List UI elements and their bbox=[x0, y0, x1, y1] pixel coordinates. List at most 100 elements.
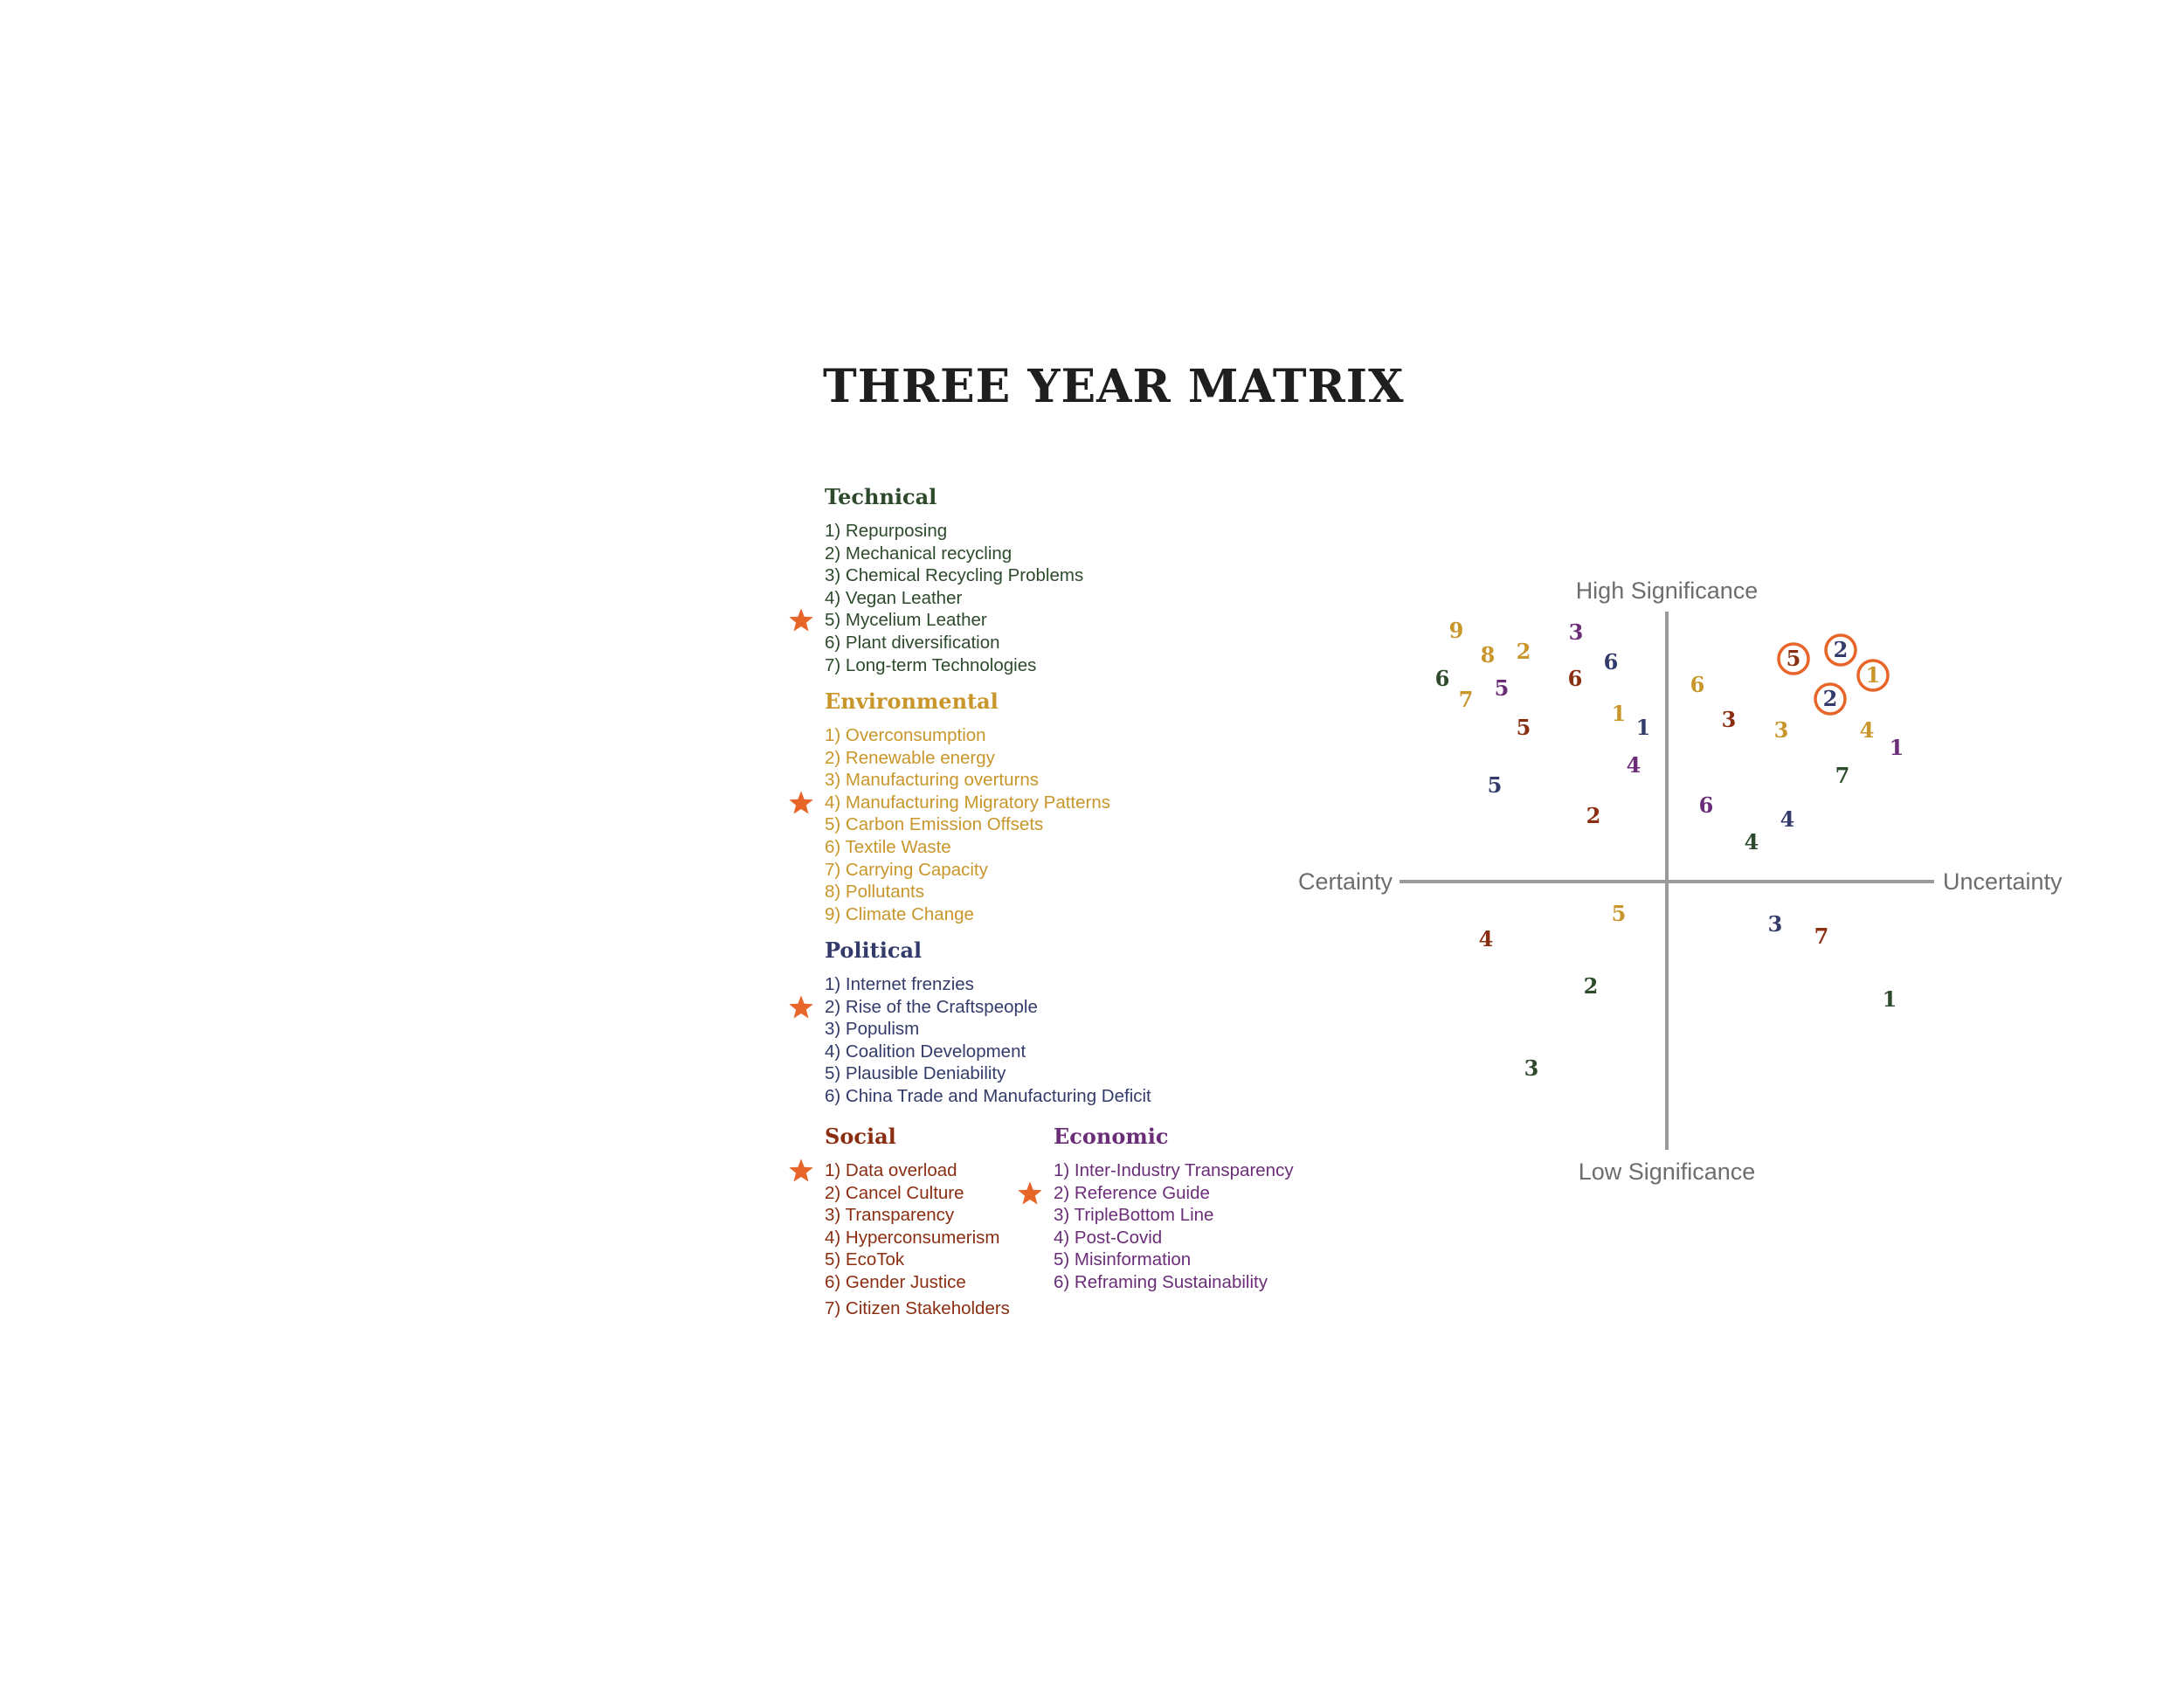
point-number: 3 bbox=[1774, 717, 1789, 743]
point-number: 1 bbox=[1866, 662, 1881, 688]
category-item-label: 2) Rise of the Craftspeople bbox=[825, 996, 1038, 1017]
point-highlight-circle bbox=[1814, 682, 1847, 716]
point-number: 6 bbox=[1690, 672, 1705, 697]
category-item: 2) Renewable energy bbox=[825, 747, 1110, 770]
matrix-point: 5 bbox=[1517, 715, 1531, 740]
category-item-label: 1) Data overload bbox=[825, 1160, 957, 1180]
matrix-point: 1 bbox=[1890, 735, 1904, 760]
category-item-label: 4) Post-Covid bbox=[1054, 1227, 1163, 1248]
point-number: 6 bbox=[1568, 666, 1583, 691]
matrix-point: 6 bbox=[1435, 666, 1450, 691]
point-number: 5 bbox=[1517, 715, 1531, 740]
matrix-point: 7 bbox=[1835, 763, 1850, 788]
point-number: 6 bbox=[1435, 666, 1450, 691]
matrix-point: 5 bbox=[1488, 772, 1503, 798]
matrix-point: 5 bbox=[1612, 901, 1627, 926]
matrix-point: 6 bbox=[1699, 792, 1714, 818]
category-item-label: 6) Gender Justice bbox=[825, 1271, 966, 1292]
category-item: 8) Pollutants bbox=[825, 881, 1110, 903]
category-item-label: 5) Plausible Deniability bbox=[825, 1063, 1006, 1084]
category-item: 3) TripleBottom Line bbox=[1054, 1204, 1294, 1227]
category-item-label: 3) TripleBottom Line bbox=[1054, 1205, 1214, 1226]
category-list: 1) Overconsumption 2) Renewable energy 3) … bbox=[789, 724, 1110, 925]
category-item-label: 3) Transparency bbox=[825, 1205, 955, 1226]
category-environmental: Environmental 1) Overconsumption 2) Renew… bbox=[789, 688, 1110, 925]
category-item: 2) Mechanical recycling bbox=[825, 543, 1083, 565]
matrix-point: 7 bbox=[1459, 687, 1474, 712]
matrix-point: 6 bbox=[1690, 672, 1705, 697]
point-number: 4 bbox=[1745, 829, 1759, 854]
category-item-label: 7) Citizen Stakeholders bbox=[825, 1297, 1010, 1318]
point-number: 4 bbox=[1780, 806, 1795, 832]
category-heading: Social bbox=[825, 1124, 896, 1149]
matrix-point: 4 bbox=[1780, 806, 1795, 832]
category-item: 1) Repurposing bbox=[825, 520, 1083, 543]
star-icon bbox=[789, 994, 813, 1019]
point-number: 3 bbox=[1569, 619, 1584, 645]
star-icon bbox=[789, 1159, 813, 1182]
category-item: 4) Coalition Development bbox=[825, 1041, 1151, 1063]
point-number: 8 bbox=[1481, 642, 1496, 668]
point-number: 5 bbox=[1787, 646, 1801, 671]
matrix-point: 2 bbox=[1586, 803, 1601, 828]
star-icon bbox=[789, 608, 813, 632]
category-item-label: 3) Populism bbox=[825, 1019, 920, 1040]
point-number: 1 bbox=[1890, 735, 1904, 760]
point-number: 2 bbox=[1834, 637, 1849, 662]
point-number: 9 bbox=[1449, 618, 1464, 643]
category-item: 1) Inter-Industry Transparency bbox=[1054, 1159, 1294, 1182]
matrix-point: 7 bbox=[1814, 924, 1829, 949]
matrix-point: 8 bbox=[1481, 642, 1496, 668]
category-item-label: 4) Vegan Leather bbox=[825, 587, 963, 608]
point-number: 1 bbox=[1883, 986, 1897, 1012]
page-title: THREE YEAR MATRIX bbox=[823, 360, 1405, 413]
matrix-point: 5 bbox=[1777, 642, 1810, 675]
point-number: 2 bbox=[1586, 803, 1601, 828]
category-item-label: 5) EcoTok bbox=[825, 1249, 905, 1270]
matrix-point: 3 bbox=[1524, 1055, 1539, 1081]
matrix-point: 1 bbox=[1856, 659, 1890, 692]
category-item: 6) China Trade and Manufacturing Deficit bbox=[825, 1085, 1151, 1108]
point-number: 7 bbox=[1814, 924, 1829, 949]
matrix-point: 3 bbox=[1722, 707, 1737, 732]
category-heading: Economic bbox=[1054, 1124, 1169, 1149]
category-item-label: 6) Reframing Sustainability bbox=[1054, 1271, 1268, 1292]
category-item-label: 3) Chemical Recycling Problems bbox=[825, 565, 1084, 586]
point-number: 4 bbox=[1627, 752, 1641, 778]
category-item: 5) Carbon Emission Offsets bbox=[825, 813, 1110, 836]
point-number: 5 bbox=[1488, 772, 1503, 798]
matrix-point: 4 bbox=[1627, 752, 1641, 778]
category-item: 7) Citizen Stakeholders bbox=[825, 1297, 1010, 1320]
category-item: 5) Misinformation bbox=[1054, 1249, 1294, 1271]
category-item-label: 1) Repurposing bbox=[825, 521, 948, 541]
category-item: 4) Hyperconsumerism bbox=[825, 1227, 1010, 1249]
category-list: 1) Repurposing 2) Mechanical recycling 3) … bbox=[789, 520, 1083, 676]
category-list: 1) Data overload 2) Cancel Culture 3) Tran… bbox=[789, 1159, 1010, 1320]
matrix-point: 4 bbox=[1479, 926, 1494, 951]
category-item: 3) Transparency bbox=[825, 1204, 1010, 1227]
category-item: 1) Data overload bbox=[789, 1159, 1010, 1182]
point-number: 3 bbox=[1768, 911, 1783, 937]
category-item: 6) Textile Waste bbox=[825, 836, 1110, 859]
category-item-label: 6) China Trade and Manufacturing Deficit bbox=[825, 1085, 1151, 1106]
category-item-label: 2) Reference Guide bbox=[1054, 1182, 1210, 1203]
matrix-point: 9 bbox=[1449, 618, 1464, 643]
matrix-point: 2 bbox=[1517, 639, 1531, 664]
category-item: 6) Plant diversification bbox=[825, 632, 1083, 654]
category-item-label: 7) Carrying Capacity bbox=[825, 859, 988, 880]
point-number: 2 bbox=[1517, 639, 1531, 664]
category-item-label: 5) Misinformation bbox=[1054, 1249, 1192, 1270]
point-number: 4 bbox=[1479, 926, 1494, 951]
category-item: 7) Carrying Capacity bbox=[825, 859, 1110, 882]
point-number: 2 bbox=[1823, 686, 1838, 711]
category-item: 3) Chemical Recycling Problems bbox=[825, 564, 1083, 587]
category-item: 2) Reference Guide bbox=[1018, 1180, 1294, 1205]
point-number: 6 bbox=[1604, 649, 1619, 675]
point-number: 3 bbox=[1524, 1055, 1539, 1081]
category-item: 5) Plausible Deniability bbox=[825, 1062, 1151, 1085]
category-item-label: 6) Textile Waste bbox=[825, 836, 951, 857]
category-item-label: 4) Hyperconsumerism bbox=[825, 1227, 1000, 1248]
point-number: 2 bbox=[1584, 973, 1599, 999]
